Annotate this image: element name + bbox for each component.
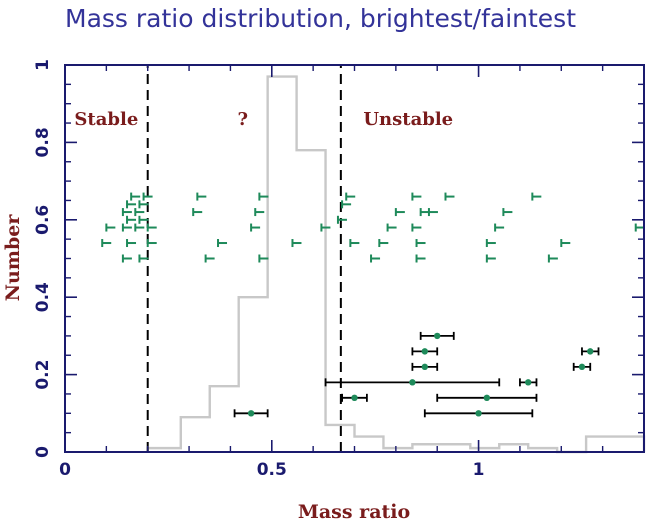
x-tick-label: 0 bbox=[59, 460, 71, 480]
lower-limit-marker bbox=[134, 223, 145, 232]
y-tick-label: 0.4 bbox=[33, 282, 53, 312]
x-tick-label: 1 bbox=[473, 460, 485, 480]
y-tick-label: 1 bbox=[33, 59, 53, 71]
lower-limit-marker bbox=[336, 215, 347, 224]
lower-limit-marker bbox=[217, 239, 228, 248]
region-labels: Stable? Unstable bbox=[74, 109, 453, 130]
x-tick-label: 0.5 bbox=[257, 460, 287, 480]
lower-limit-marker bbox=[134, 208, 145, 217]
region-label-2: ? bbox=[238, 109, 249, 130]
lower-limit-marker bbox=[444, 192, 455, 201]
measurement-point bbox=[572, 362, 592, 371]
lower-limit-marker bbox=[378, 239, 389, 248]
x-axis-label: Mass ratio bbox=[298, 501, 410, 523]
lower-limit-markers bbox=[101, 192, 645, 263]
lower-limit-marker bbox=[258, 192, 269, 201]
lower-limit-marker bbox=[101, 239, 112, 248]
measurement-point bbox=[341, 393, 368, 402]
data-point bbox=[578, 363, 586, 371]
data-point bbox=[421, 348, 429, 355]
lower-limit-marker bbox=[415, 254, 426, 263]
measurement-points bbox=[233, 331, 600, 418]
axes: 0 0.5 1 0 0.2 0.4 0.6 0.8 1 bbox=[33, 59, 645, 480]
y-tick-label: 0.8 bbox=[33, 127, 53, 157]
data-point bbox=[525, 379, 532, 386]
measurement-point bbox=[581, 347, 600, 356]
region-label-3: Unstable bbox=[363, 109, 453, 130]
lower-limit-marker bbox=[126, 200, 137, 209]
y-axis-label: Number bbox=[2, 214, 24, 302]
y-tick-label: 0.2 bbox=[33, 360, 53, 390]
lower-limit-marker bbox=[345, 192, 356, 201]
data-point bbox=[587, 348, 594, 355]
lower-limit-marker bbox=[121, 223, 132, 232]
data-point bbox=[434, 332, 441, 340]
lower-limit-marker bbox=[138, 200, 149, 209]
region-label-1: Stable bbox=[74, 109, 138, 130]
lower-limit-marker bbox=[121, 208, 132, 217]
histogram bbox=[146, 75, 646, 454]
lower-limit-marker bbox=[427, 208, 438, 217]
lower-limit-marker bbox=[291, 239, 302, 248]
lower-limit-marker bbox=[146, 239, 157, 248]
lower-limit-marker bbox=[485, 254, 496, 263]
lower-limit-marker bbox=[411, 223, 422, 232]
lower-limit-marker bbox=[494, 223, 505, 232]
lower-limit-marker bbox=[250, 223, 261, 232]
measurement-point bbox=[411, 362, 439, 371]
lower-limit-marker bbox=[415, 239, 426, 248]
data-point bbox=[409, 379, 416, 386]
lower-limit-marker bbox=[502, 208, 513, 217]
lower-limit-marker bbox=[105, 223, 116, 232]
lower-limit-marker bbox=[394, 208, 405, 217]
measurement-point bbox=[324, 378, 501, 387]
lower-limit-marker bbox=[341, 200, 352, 209]
y-tick-label: 0.6 bbox=[33, 205, 53, 235]
data-point bbox=[247, 410, 255, 417]
lower-limit-marker bbox=[254, 208, 265, 217]
lower-limit-marker bbox=[258, 254, 269, 263]
lower-limit-marker bbox=[560, 239, 571, 248]
lower-limit-marker bbox=[547, 254, 558, 263]
chart-title: Mass ratio distribution, brightest/faint… bbox=[65, 4, 576, 33]
lower-limit-marker bbox=[126, 239, 137, 248]
lower-limit-marker bbox=[196, 192, 207, 201]
data-point bbox=[475, 410, 482, 417]
measurement-point bbox=[233, 409, 269, 418]
y-tick-label: 0 bbox=[33, 446, 53, 458]
lower-limit-marker bbox=[142, 192, 153, 201]
data-point bbox=[421, 363, 429, 371]
lower-limit-marker bbox=[138, 215, 149, 224]
lower-limit-marker bbox=[146, 223, 157, 232]
lower-limit-marker bbox=[320, 223, 331, 232]
data-point bbox=[483, 394, 491, 402]
lower-limit-marker bbox=[531, 192, 542, 201]
lower-limit-marker bbox=[349, 239, 360, 248]
lower-limit-marker bbox=[121, 254, 132, 263]
lower-limit-marker bbox=[130, 192, 141, 201]
lower-limit-marker bbox=[485, 239, 496, 248]
lower-limit-marker bbox=[370, 254, 381, 263]
measurement-point bbox=[411, 347, 439, 356]
histogram-line bbox=[146, 75, 646, 454]
data-point bbox=[351, 394, 358, 402]
measurement-point bbox=[436, 393, 538, 402]
lower-limit-marker bbox=[386, 223, 397, 232]
measurement-point bbox=[423, 409, 534, 418]
lower-limit-marker bbox=[204, 254, 215, 263]
lower-limit-marker bbox=[411, 192, 422, 201]
measurement-point bbox=[419, 331, 455, 340]
lower-limit-marker bbox=[138, 254, 149, 263]
lower-limit-marker bbox=[192, 208, 203, 217]
measurement-point bbox=[519, 378, 538, 387]
lower-limit-marker bbox=[126, 215, 137, 224]
